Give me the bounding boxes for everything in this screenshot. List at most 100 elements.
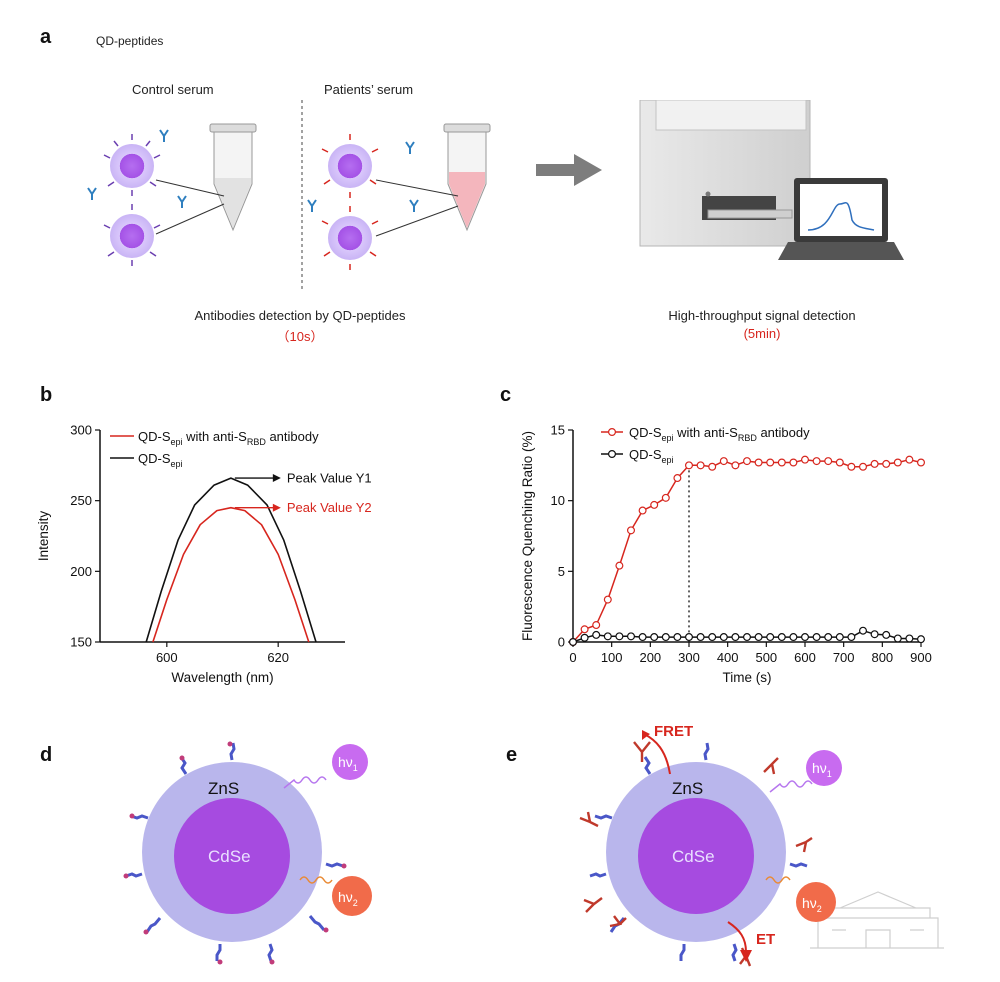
y-tick-label: 0: [558, 635, 565, 650]
legend-text: antibody: [757, 425, 810, 440]
data-point: [615, 561, 624, 570]
y-tick-label: 250: [70, 493, 92, 508]
x-tick-label: 620: [267, 650, 289, 665]
data-point: [592, 621, 601, 630]
legend-subscript: epi: [171, 459, 183, 469]
data-point: [650, 500, 659, 509]
legend-subscript: RBD: [738, 433, 758, 443]
wavy-emission-arrow: [299, 876, 333, 884]
signal-detector-instrument: [639, 100, 811, 247]
data-point: [870, 630, 879, 639]
wavy-excitation-arrow: [283, 776, 327, 789]
x-axis-title: Wavelength (nm): [171, 670, 273, 685]
data-point: [708, 633, 717, 642]
x-tick-label: 900: [910, 650, 932, 665]
spectrum-line: [145, 477, 317, 643]
panel-a-illustration: [87, 100, 904, 290]
spectrum-chart: 600 620 150 200 250 300 Wavelength (nm) Intensi…: [36, 423, 372, 686]
data-point: [835, 458, 844, 467]
peak-value-label: Peak Value Y1: [287, 471, 372, 486]
qd-peptides-header: QD-peptides: [96, 34, 164, 48]
zns-label: ZnS: [672, 779, 703, 798]
y-tick-label: 200: [70, 564, 92, 579]
panel-b-letter: b: [40, 384, 53, 406]
x-tick-label: 300: [678, 650, 700, 665]
data-point: [801, 633, 810, 642]
y-tick-label: 300: [70, 423, 92, 438]
data-point: [882, 630, 891, 639]
panel-c-letter: c: [500, 384, 512, 406]
data-point: [847, 633, 856, 642]
hv1-icon: [806, 750, 842, 786]
legend-text: QD-S: [138, 451, 171, 466]
peak-arrowhead: [272, 503, 281, 512]
hv1-icon: [332, 744, 368, 780]
data-point: [789, 633, 798, 642]
y-axis-title: Fluorescence Quenching Ratio (%): [520, 431, 535, 641]
data-point: [731, 633, 740, 642]
data-point: [719, 457, 728, 466]
data-point: [882, 459, 891, 468]
x-axis-title: Time (s): [723, 670, 772, 685]
data-point: [708, 462, 717, 471]
data-point: [719, 633, 728, 642]
panel-a-letter: a: [40, 26, 52, 48]
svg-text:hν2: hν2: [802, 895, 822, 914]
legend-marker: [607, 449, 616, 458]
svg-text:hν2: hν2: [338, 889, 358, 908]
data-point: [731, 461, 740, 470]
hv1-sub: 1: [827, 769, 832, 779]
qd-particle: [103, 204, 161, 266]
data-point: [638, 506, 647, 515]
peptide-strands: [125, 742, 344, 962]
peak-arrowhead: [272, 474, 281, 483]
data-point: [917, 458, 926, 467]
x-tick-label: 800: [871, 650, 893, 665]
wavy-excitation-arrow: [769, 780, 813, 793]
qd-particle: [321, 134, 379, 198]
data-point: [905, 634, 914, 643]
data-point: [893, 634, 902, 643]
hv2-sub: 2: [353, 898, 358, 908]
legend-label: QD-Sepi: [629, 447, 674, 465]
legend-subscript: epi: [662, 433, 674, 443]
data-point: [893, 458, 902, 467]
legend-label: QD-Sepi with anti-SRBD antibody: [138, 429, 319, 447]
data-point: [661, 633, 670, 642]
data-point: [812, 633, 821, 642]
legend-subscript: epi: [171, 437, 183, 447]
quenching-ratio-chart: 0 100 200 300 400 500 600 700 800 900 0 5 10 15 Time (…: [520, 423, 932, 686]
data-point: [847, 462, 856, 471]
time-right: (5min): [743, 326, 781, 341]
data-point: [685, 633, 694, 642]
data-point: [812, 457, 821, 466]
wavy-emission-arrow: [765, 876, 791, 884]
caption-left: Antibodies detection by QD-peptides: [194, 308, 406, 323]
hv2-label: hν: [338, 889, 353, 905]
data-point: [777, 458, 786, 467]
data-point: [673, 633, 682, 642]
peak-value-label: Peak Value Y2: [287, 500, 372, 515]
patient-tube-icon: [443, 123, 491, 232]
data-point: [580, 625, 589, 634]
data-point: [580, 633, 589, 642]
data-point: [685, 461, 694, 470]
data-point: [754, 633, 763, 642]
x-tick-label: 200: [639, 650, 661, 665]
legend-subscript: RBD: [247, 437, 267, 447]
y-tick-label: 15: [551, 423, 565, 438]
legend-text: QD-S: [138, 429, 171, 444]
hv2-label: hν: [802, 895, 817, 911]
hv2-icon: [332, 876, 372, 916]
panel-e-letter: e: [506, 744, 518, 766]
data-point: [626, 526, 635, 535]
cdse-label: CdSe: [672, 847, 715, 866]
x-tick-label: 500: [755, 650, 777, 665]
data-point: [603, 595, 612, 604]
legend-text: antibody: [266, 429, 319, 444]
x-tick-label: 400: [717, 650, 739, 665]
cdse-core: [638, 798, 754, 914]
hv1-sub: 1: [353, 763, 358, 773]
data-point: [661, 493, 670, 502]
process-arrow-icon: [536, 154, 602, 186]
